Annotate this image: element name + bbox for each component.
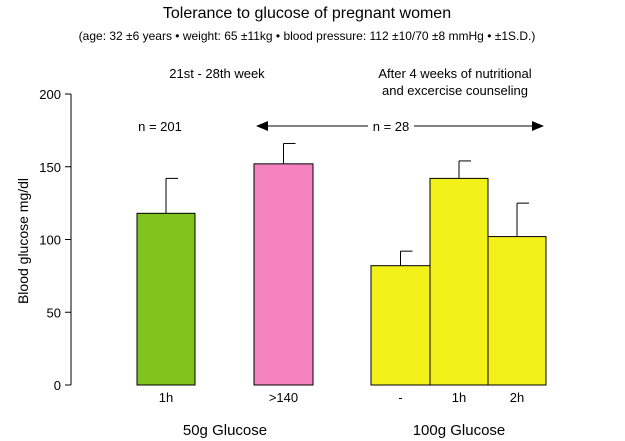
x-tick-label: 1h: [159, 390, 173, 405]
x-tick-label: 1h: [452, 390, 466, 405]
y-tick-label: 0: [54, 378, 61, 393]
y-axis-label: Blood glucose mg/dl: [15, 178, 31, 304]
chart-subtitle: (age: 32 ±6 years • weight: 65 ±11kg • b…: [79, 29, 536, 43]
arrow-head-left: [256, 121, 268, 131]
x-axis-labels: 1h >140 50g Glucose - 1h 2h 100g Glucose: [159, 390, 524, 439]
chart-title: Tolerance to glucose of pregnant women: [163, 5, 451, 22]
sample-size-arrow: n = 28: [256, 119, 544, 134]
period-label-right-line1: After 4 weeks of nutritional: [378, 66, 531, 81]
y-axis: 0 50 100 150 200: [39, 87, 72, 393]
bar: [429, 177, 489, 386]
y-tick-label: 100: [39, 233, 61, 248]
bar: [487, 236, 547, 386]
bar: [136, 212, 196, 386]
y-tick-label: 150: [39, 160, 61, 175]
sample-size-right: n = 28: [373, 119, 410, 134]
group-label: 100g Glucose: [413, 422, 506, 439]
sample-size-left: n = 201: [138, 119, 182, 134]
x-tick-label: 2h: [510, 390, 524, 405]
period-label-left: 21st - 28th week: [169, 66, 265, 81]
y-tick-label: 50: [47, 305, 61, 320]
group-label: 50g Glucose: [183, 422, 267, 439]
period-label-right-line2: and excercise counseling: [382, 83, 528, 98]
arrow-head-right: [532, 121, 544, 131]
bar: [370, 265, 431, 386]
bars-layer: [136, 142, 547, 386]
x-tick-label: -: [398, 390, 402, 405]
bar: [253, 163, 314, 386]
x-tick-label: >140: [269, 390, 298, 405]
y-tick-label: 200: [39, 87, 61, 102]
